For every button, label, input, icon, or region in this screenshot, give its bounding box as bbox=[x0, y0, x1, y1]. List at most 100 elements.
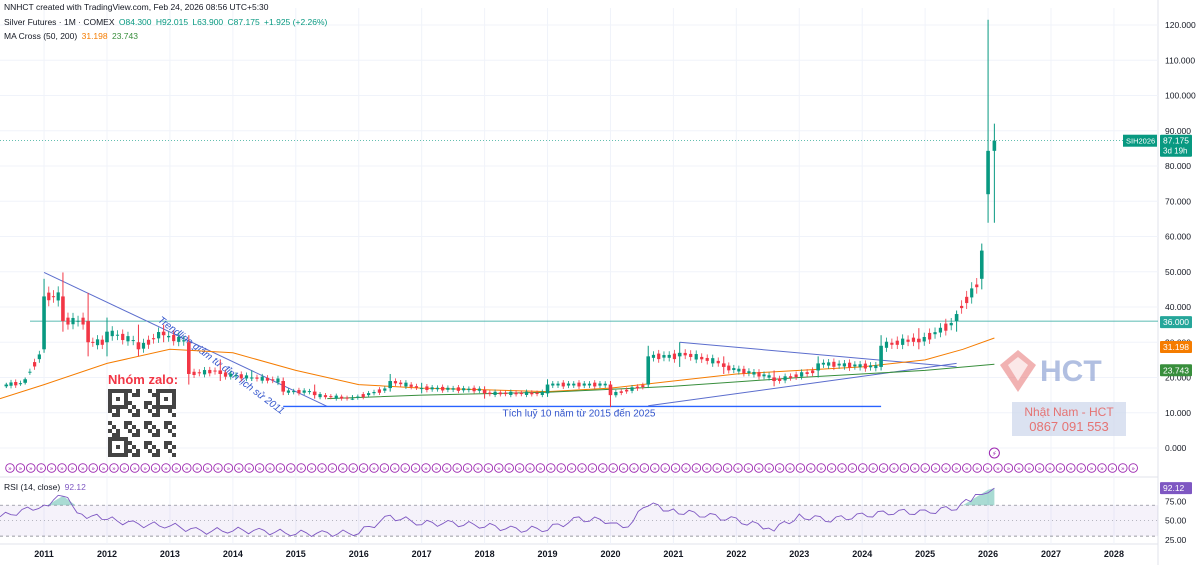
qr-module bbox=[156, 397, 160, 401]
qr-module bbox=[168, 429, 172, 433]
event-marker bbox=[400, 463, 410, 473]
event-marker-glyph: » bbox=[91, 466, 95, 473]
candle-body bbox=[441, 386, 445, 391]
price-tick-label: 60.000 bbox=[1165, 232, 1191, 242]
event-marker bbox=[306, 463, 317, 473]
candle-body bbox=[868, 365, 873, 368]
candle-body bbox=[593, 382, 597, 387]
qr-module bbox=[116, 433, 120, 437]
open-value: O84.300 bbox=[118, 17, 152, 27]
qr-module bbox=[152, 405, 156, 409]
event-marker bbox=[130, 463, 140, 473]
event-marker bbox=[150, 463, 161, 473]
candle-body bbox=[842, 363, 846, 367]
ma200-line bbox=[327, 363, 995, 400]
qr-module bbox=[156, 449, 160, 453]
event-marker bbox=[67, 463, 78, 473]
candle-body bbox=[794, 374, 798, 378]
triangle-lower-line bbox=[648, 362, 957, 407]
candle-body bbox=[979, 250, 984, 279]
event-marker-glyph: » bbox=[383, 466, 387, 473]
year-label-2019: 2019 bbox=[538, 549, 558, 559]
event-marker-glyph: » bbox=[445, 466, 449, 473]
qr-module bbox=[132, 405, 136, 409]
event-marker-glyph: » bbox=[403, 466, 407, 473]
event-marker-glyph: » bbox=[840, 466, 844, 473]
qr-module bbox=[148, 449, 152, 453]
qr-module bbox=[168, 441, 172, 445]
event-marker bbox=[192, 463, 202, 473]
qr-module bbox=[148, 421, 152, 425]
event-marker bbox=[317, 463, 327, 473]
candle-body bbox=[970, 288, 974, 298]
candle-body bbox=[716, 360, 720, 364]
event-marker bbox=[806, 463, 816, 473]
candle-body bbox=[161, 331, 166, 336]
event-marker bbox=[795, 463, 806, 473]
ticker-label-bg bbox=[1123, 134, 1157, 147]
candle-body bbox=[805, 372, 809, 374]
candle-body bbox=[28, 371, 32, 373]
ma-legend[interactable]: MA Cross (50, 200) 31.198 23.743 bbox=[4, 31, 140, 41]
year-label-2013: 2013 bbox=[160, 549, 180, 559]
event-marker bbox=[764, 463, 774, 473]
qr-module bbox=[156, 413, 160, 417]
qr-module bbox=[124, 425, 128, 429]
candle-body bbox=[131, 340, 135, 342]
qr-module bbox=[112, 453, 116, 457]
event-marker bbox=[473, 463, 483, 473]
candle-body bbox=[9, 382, 13, 386]
candle-body bbox=[477, 388, 481, 391]
qr-module bbox=[148, 401, 152, 405]
event-marker-glyph: » bbox=[39, 466, 43, 473]
rsi-line bbox=[0, 487, 995, 538]
rsi-overbought-fill bbox=[47, 495, 76, 506]
qr-module bbox=[144, 425, 148, 429]
event-marker bbox=[889, 463, 899, 473]
event-marker bbox=[244, 463, 254, 473]
qr-module bbox=[116, 445, 120, 449]
qr-module bbox=[112, 433, 116, 437]
event-marker bbox=[1107, 463, 1118, 473]
ma200-price-label: 23.743 bbox=[1163, 365, 1189, 375]
candle-body bbox=[115, 334, 120, 336]
candle-body bbox=[625, 389, 629, 392]
qr-module bbox=[128, 409, 132, 413]
candle-body bbox=[960, 305, 964, 309]
symbol-legend[interactable]: Silver Futures · 1M · COMEX O84.300 H92.… bbox=[4, 17, 329, 27]
event-marker-glyph: » bbox=[1017, 466, 1021, 473]
candle-body bbox=[18, 383, 23, 385]
ma50-price-label-bg bbox=[1160, 341, 1192, 354]
candle-body bbox=[789, 376, 793, 378]
event-marker bbox=[1014, 463, 1024, 473]
candle-body bbox=[356, 396, 360, 398]
qr-module bbox=[168, 405, 172, 409]
candle-body bbox=[488, 392, 492, 395]
price-tick-label: 10.000 bbox=[1165, 408, 1191, 418]
contact-box bbox=[1012, 402, 1126, 436]
rsi-legend[interactable]: RSI (14, close) 92.12 bbox=[4, 482, 88, 492]
candle-body bbox=[66, 317, 70, 325]
event-marker bbox=[275, 463, 286, 473]
event-marker-glyph: » bbox=[923, 466, 927, 473]
qr-module bbox=[108, 445, 112, 449]
candle-body bbox=[566, 383, 571, 386]
candle-body bbox=[302, 390, 306, 393]
qr-module bbox=[116, 405, 120, 409]
qr-module bbox=[132, 393, 136, 397]
candle-body bbox=[498, 392, 502, 395]
candle-body bbox=[832, 361, 836, 367]
event-marker-glyph: » bbox=[1079, 466, 1083, 473]
candle-body bbox=[419, 388, 424, 390]
qr-module bbox=[144, 405, 148, 409]
candle-body bbox=[383, 388, 387, 391]
qr-module bbox=[128, 421, 132, 425]
candle-body bbox=[545, 384, 550, 394]
qr-module bbox=[152, 425, 156, 429]
event-marker bbox=[847, 463, 858, 473]
event-marker-glyph: » bbox=[715, 466, 719, 473]
event-marker-glyph: » bbox=[1090, 466, 1094, 473]
qr-module bbox=[156, 393, 160, 397]
event-marker bbox=[504, 463, 514, 473]
